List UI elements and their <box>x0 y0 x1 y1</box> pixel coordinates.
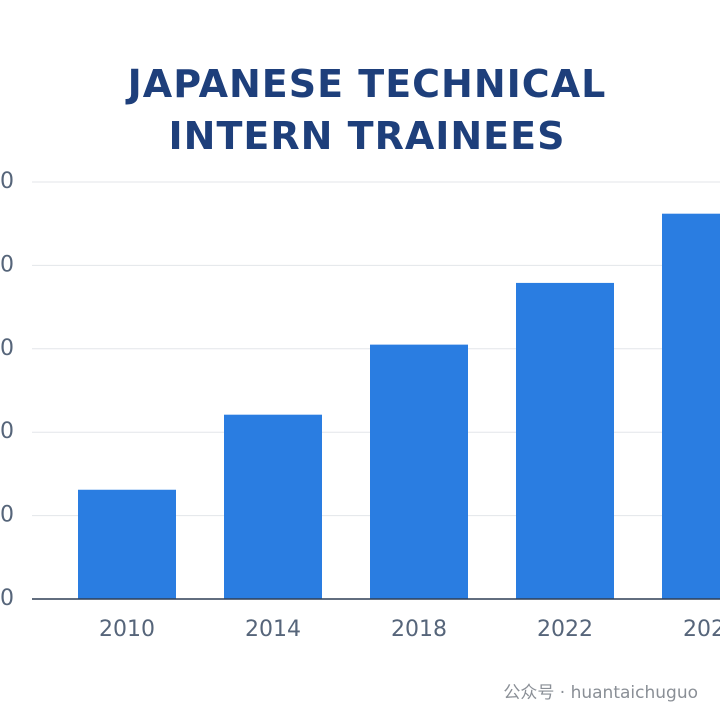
bar <box>516 282 614 599</box>
bar <box>78 489 176 599</box>
y-tick-label: 300000 <box>0 336 14 361</box>
x-tick-label: 2010 <box>99 617 155 642</box>
x-tick-label: 2022 <box>537 617 593 642</box>
y-tick-label: 100000 <box>0 503 14 528</box>
y-tick-label: 200000 <box>0 419 14 444</box>
bar <box>224 414 322 599</box>
y-tick-label: 400000 <box>0 252 14 277</box>
chart-title: JAPANESE TECHNICAL INTERN TRAINEES <box>127 62 607 158</box>
x-tick-label: 2024 <box>683 617 720 642</box>
y-tick-label: 0 <box>0 586 14 611</box>
bar <box>370 344 468 599</box>
bar <box>662 213 720 599</box>
y-tick-label: 500000 <box>0 169 14 194</box>
x-tick-label: 2018 <box>391 617 447 642</box>
x-tick-label: 2014 <box>245 617 301 642</box>
watermark: 公众号 · huantaichuguo <box>503 683 698 703</box>
